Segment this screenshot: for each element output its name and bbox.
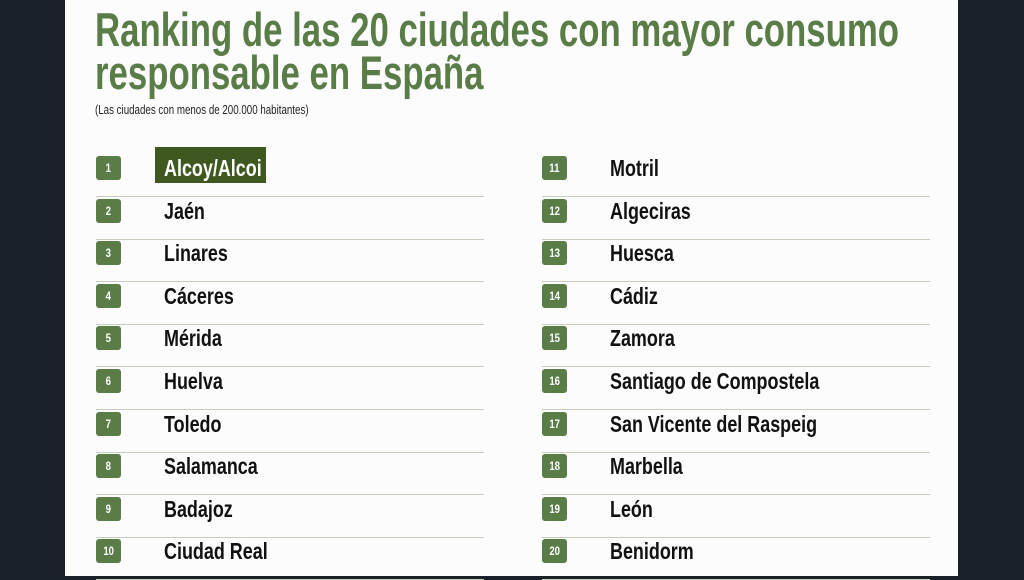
rank-number: 15 [549,331,560,346]
city-name: Jaén [164,197,205,224]
rank-number: 19 [549,501,560,516]
rank-badge: 16 [542,369,567,393]
rank-number: 8 [105,459,112,474]
rank-badge: 17 [542,411,567,436]
rank-badge: 15 [542,326,567,351]
rank-number: 17 [549,416,560,431]
rank-badge: 2 [96,198,121,223]
rank-number: 9 [105,501,112,516]
rank-number: 16 [549,374,560,388]
list-item: 16 Santiago de Compostela [542,367,930,410]
city-name: San Vicente del Raspeig [610,410,818,437]
highlight-box [155,147,266,183]
rank-badge: 13 [542,241,567,266]
list-item: 12 Algeciras [542,197,930,240]
city-name: Alcoy/Alcoi [164,155,262,181]
rank-number: 13 [549,246,560,261]
rank-number: 12 [549,203,560,218]
list-item: 11 Motril [542,154,930,197]
rank-badge: 10 [96,539,121,564]
city-name: León [610,495,653,522]
rank-badge: 4 [96,283,121,308]
city-name: Salamanca [164,453,258,480]
rank-badge: 5 [96,326,121,351]
list-item: 1 Alcoy/Alcoi [96,147,484,197]
city-name: Santiago de Compostela [610,368,820,394]
city-name: Toledo [164,410,222,437]
rank-number: 4 [105,288,112,303]
rank-number: 14 [549,288,560,303]
rank-badge: 7 [96,411,121,436]
list-item: 8 Salamanca [96,452,484,496]
list-item: 9 Badajoz [96,495,484,538]
list-item: 7 Toledo [96,410,484,453]
rank-number: 2 [105,203,112,218]
list-item: 19 León [542,495,930,538]
list-item: 3 Linares [96,239,484,283]
city-name: Cádiz [610,282,658,309]
list-item: 20 Benidorm [542,537,930,580]
page-title: Ranking de las 20 ciudades con mayor con… [95,3,900,99]
rank-number: 5 [105,331,112,346]
city-name: Badajoz [164,495,233,522]
city-name: Algeciras [610,197,691,224]
title-line-2: responsable en España [95,46,484,99]
list-item: 2 Jaén [96,197,484,240]
rank-number: 10 [103,544,114,559]
list-item: 4 Cáceres [96,282,484,325]
city-name: Linares [164,240,228,267]
rank-badge: 8 [96,454,121,479]
city-name: Motril [610,155,659,181]
rank-badge: 11 [542,156,567,180]
infographic-panel: Ranking de las 20 ciudades con mayor con… [65,0,958,580]
city-name: Ciudad Real [164,538,268,565]
title-line-1: Ranking de las 20 ciudades con mayor con… [95,3,900,56]
rank-badge: 14 [542,283,567,308]
city-name: Marbella [610,453,683,480]
list-item: 18 Marbella [542,452,930,496]
city-name: Benidorm [610,538,694,565]
city-name: Huelva [164,368,223,394]
rank-number: 3 [105,246,112,261]
list-item: 6 Huelva [96,367,484,410]
rank-number: 20 [549,544,560,559]
rank-badge: 18 [542,454,567,479]
rank-number: 6 [105,374,112,388]
rank-number: 11 [549,161,560,175]
rank-number: 7 [105,416,112,431]
rank-badge: 6 [96,369,121,393]
list-item: 10 Ciudad Real [96,537,484,580]
list-item: 17 San Vicente del Raspeig [542,410,930,453]
list-item: 15 Zamora [542,324,930,368]
city-name: Cáceres [164,282,234,309]
subtitle: (Las ciudades con menos de 200.000 habit… [95,102,309,117]
rank-badge: 9 [96,496,121,521]
list-item: 13 Huesca [542,239,930,283]
city-name: Mérida [164,325,222,352]
rank-badge: 1 [96,156,121,180]
rank-number: 1 [105,161,112,175]
list-item: 5 Mérida [96,324,484,368]
city-name: Zamora [610,325,675,352]
rank-badge: 12 [542,198,567,223]
rank-badge: 20 [542,539,567,564]
list-item: 14 Cádiz [542,282,930,325]
rank-badge: 19 [542,496,567,521]
city-name: Huesca [610,240,674,267]
rank-number: 18 [549,459,560,474]
rank-badge: 3 [96,241,121,266]
